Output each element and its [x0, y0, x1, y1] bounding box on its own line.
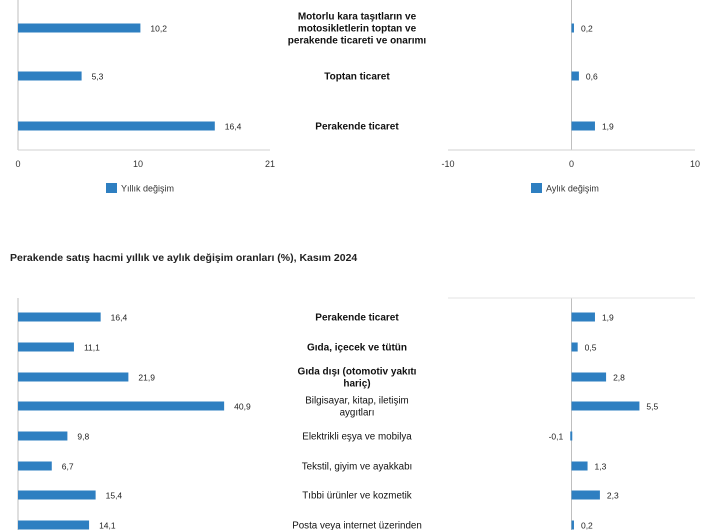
chart1-monthly-bar [571, 121, 595, 131]
chart2-category-label-line: Posta veya internet üzerinden [292, 521, 422, 530]
chart2-yearly-bar [18, 490, 96, 500]
chart2-category-label: Posta veya internet üzerinden [292, 521, 422, 530]
chart2-category-label-line: Bilgisayar, kitap, iletişim [305, 396, 408, 407]
chart1-category-label-line: Perakende ticaret [315, 122, 399, 133]
chart2-yearly-data-label: 6,7 [62, 462, 74, 472]
chart2-monthly-data-label: 2,3 [607, 491, 619, 501]
chart1-legend-label-yearly: Yıllık değişim [121, 184, 174, 194]
chart2-category-label: Tıbbi ürünler ve kozmetik [302, 491, 412, 502]
chart2-monthly-bar [571, 520, 574, 530]
chart1-yearly-bar [18, 121, 215, 131]
chart2-category-label-line: aygıtları [340, 408, 375, 419]
chart2-monthly-bar [571, 342, 578, 352]
chart1-yearly-data-label: 16,4 [225, 122, 242, 132]
chart2-yearly-bar [18, 431, 68, 441]
chart1-yearly-bar [18, 23, 141, 33]
chart1-legend-swatch-yearly [106, 183, 117, 193]
chart1-category-label-line: motosikletlerin toptan ve [298, 24, 417, 35]
chart2-monthly-data-label: 1,3 [595, 462, 607, 472]
chart1-category-label: Perakende ticaret [315, 122, 399, 133]
chart2-category-label: Tekstil, giyim ve ayakkabı [302, 462, 413, 473]
chart2-category-label-line: hariç) [343, 379, 370, 390]
chart1-monthly-bar [571, 71, 579, 81]
chart1-yearly-tick-label: 10 [133, 159, 143, 169]
chart1-monthly-tick-label: 10 [690, 159, 700, 169]
chart2-title: Perakende satış hacmi yıllık ve aylık de… [10, 252, 358, 264]
chart2-monthly-bar [571, 490, 600, 500]
chart2-monthly-bar [571, 461, 588, 471]
chart2-yearly-data-label: 11,1 [84, 343, 100, 353]
chart1-monthly-tick-label: -10 [441, 159, 454, 169]
chart2-monthly-data-label: 0,2 [581, 521, 593, 530]
chart1-monthly-bar [571, 23, 574, 33]
chart2-category-label-line: Gıda dışı (otomotiv yakıtı [298, 367, 417, 378]
chart2-category-label-line: Elektrikli eşya ve mobilya [302, 432, 412, 443]
chart2-monthly-bar [571, 372, 607, 382]
chart2-monthly-bar [571, 312, 595, 322]
chart2-category-label: Bilgisayar, kitap, iletişim aygıtları [305, 396, 408, 419]
chart1-category-label-line: Toptan ticaret [324, 72, 390, 83]
chart2-yearly-bar [18, 461, 52, 471]
chart2-yearly-data-label: 40,9 [234, 402, 251, 412]
chart2-yearly-data-label: 15,4 [106, 491, 123, 501]
chart2-category-label-line: Perakende ticaret [315, 313, 399, 324]
chart2-category-label-line: Tekstil, giyim ve ayakkabı [302, 462, 413, 473]
chart2-category-label: Elektrikli eşya ve mobilya [302, 432, 412, 443]
chart2-yearly-bar [18, 401, 225, 411]
chart1-yearly-data-label: 10,2 [150, 24, 167, 34]
chart2-monthly-data-label: 0,5 [585, 343, 597, 353]
chart1-category-label: Toptan ticaret [324, 72, 390, 83]
chart2-yearly-bar [18, 312, 101, 322]
chart1-legend-swatch-monthly [531, 183, 542, 193]
chart1-yearly-data-label: 5,3 [92, 72, 104, 82]
chart1-monthly-data-label: 0,2 [581, 24, 593, 34]
chart2-monthly-data-label: -0,1 [549, 432, 564, 442]
chart1-category-label-line: perakende ticareti ve onarımı [288, 36, 427, 47]
chart1-legend-label-monthly: Aylık değişim [546, 184, 599, 194]
chart2-yearly-data-label: 14,1 [99, 521, 116, 530]
chart2-monthly-data-label: 2,8 [613, 373, 625, 383]
chart2-monthly-bar [570, 431, 573, 441]
chart2-yearly-bar [18, 372, 129, 382]
chart2-yearly-data-label: 21,9 [138, 373, 155, 383]
chart2-category-label-line: Tıbbi ürünler ve kozmetik [302, 491, 412, 502]
chart2-yearly-data-label: 9,8 [77, 432, 89, 442]
chart1-yearly-bar [18, 71, 82, 81]
chart2-category-label-line: Gıda, içecek ve tütün [307, 343, 407, 354]
chart2-monthly-bar [571, 401, 640, 411]
chart1-monthly-data-label: 1,9 [602, 122, 614, 132]
chart2-monthly-data-label: 1,9 [602, 313, 614, 323]
chart1-yearly-tick-label: 0 [15, 159, 20, 169]
chart1-category-label-line: Motorlu kara taşıtların ve [298, 12, 417, 23]
chart2-yearly-bar [18, 520, 90, 530]
chart1-monthly-data-label: 0,6 [586, 72, 598, 82]
chart1-yearly-tick-label: 21 [265, 159, 275, 169]
chart1-category-label: Motorlu kara taşıtların ve motosikletleri… [288, 12, 427, 47]
chart2-category-label: Gıda dışı (otomotiv yakıtı hariç) [298, 367, 417, 390]
chart2-category-label: Gıda, içecek ve tütün [307, 343, 407, 354]
chart2-yearly-data-label: 16,4 [111, 313, 128, 323]
chart2-yearly-bar [18, 342, 74, 352]
chart2-category-label: Perakende ticaret [315, 313, 399, 324]
chart1-monthly-tick-label: 0 [569, 159, 574, 169]
chart2-monthly-data-label: 5,5 [646, 402, 658, 412]
